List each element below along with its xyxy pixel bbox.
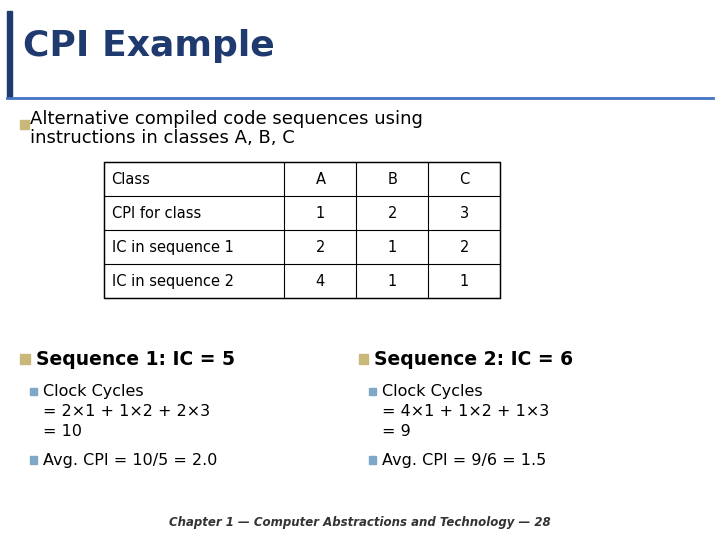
Text: = 4×1 + 1×2 + 1×3: = 4×1 + 1×2 + 1×3 — [382, 404, 549, 419]
Bar — [359, 354, 368, 364]
Text: 1: 1 — [388, 240, 397, 254]
Text: 2: 2 — [315, 240, 325, 254]
Text: 1: 1 — [460, 274, 469, 288]
Text: Avg. CPI = 10/5 = 2.0: Avg. CPI = 10/5 = 2.0 — [43, 453, 217, 468]
Bar — [20, 354, 30, 364]
Text: Clock Cycles: Clock Cycles — [43, 384, 144, 399]
Text: 2: 2 — [459, 240, 469, 254]
Text: Chapter 1 — Computer Abstractions and Technology — 28: Chapter 1 — Computer Abstractions and Te… — [169, 516, 551, 529]
Bar — [30, 388, 37, 395]
Bar — [369, 388, 376, 395]
Bar — [104, 162, 500, 298]
Text: 1: 1 — [316, 206, 325, 220]
Text: B: B — [387, 172, 397, 186]
Text: Alternative compiled code sequences using: Alternative compiled code sequences usin… — [30, 110, 423, 128]
Text: CPI Example: CPI Example — [23, 29, 275, 63]
Text: = 9: = 9 — [382, 424, 410, 440]
Text: IC in sequence 1: IC in sequence 1 — [112, 240, 233, 254]
Text: 1: 1 — [388, 274, 397, 288]
Text: 4: 4 — [316, 274, 325, 288]
Text: 3: 3 — [460, 206, 469, 220]
Text: IC in sequence 2: IC in sequence 2 — [112, 274, 233, 288]
Text: 2: 2 — [387, 206, 397, 220]
Text: C: C — [459, 172, 469, 186]
Text: CPI for class: CPI for class — [112, 206, 201, 220]
Text: Class: Class — [112, 172, 150, 186]
Bar — [20, 120, 29, 129]
Text: Clock Cycles: Clock Cycles — [382, 384, 482, 399]
Text: Sequence 1: IC = 5: Sequence 1: IC = 5 — [36, 349, 235, 369]
Bar — [7, 11, 12, 97]
Text: A: A — [315, 172, 325, 186]
Text: Avg. CPI = 9/6 = 1.5: Avg. CPI = 9/6 = 1.5 — [382, 453, 546, 468]
Text: Sequence 2: IC = 6: Sequence 2: IC = 6 — [374, 349, 574, 369]
Text: instructions in classes A, B, C: instructions in classes A, B, C — [30, 129, 295, 147]
Text: = 2×1 + 1×2 + 2×3: = 2×1 + 1×2 + 2×3 — [43, 404, 210, 419]
Text: = 10: = 10 — [43, 424, 82, 440]
Bar — [30, 456, 37, 464]
Bar — [369, 456, 376, 464]
